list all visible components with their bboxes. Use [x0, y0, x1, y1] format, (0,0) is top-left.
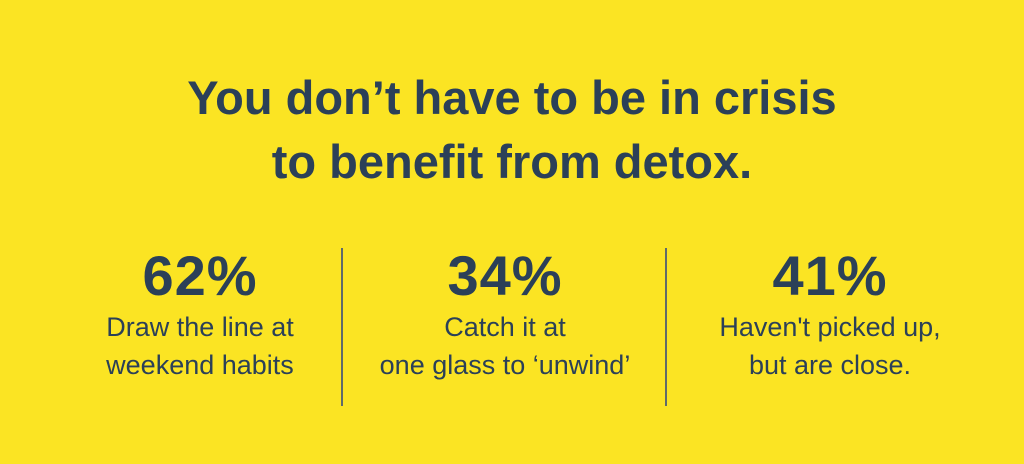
stat-label: Draw the line at: [106, 312, 294, 342]
stat-value: 34%: [447, 244, 563, 307]
stat-value: 41%: [772, 244, 888, 307]
title-line: to benefit from detox.: [271, 135, 753, 188]
stat: 34% Catch it at one glass to ‘unwind’: [345, 244, 665, 384]
stat-label: Haven't picked up,: [719, 312, 941, 342]
divider: [665, 248, 667, 406]
stat-label: Catch it at: [444, 312, 566, 342]
stat: 62% Draw the line at weekend habits: [40, 244, 360, 384]
stat-value: 62%: [142, 244, 258, 307]
title-line: You don’t have to be in crisis: [187, 71, 837, 124]
stat-label: one glass to ‘unwind’: [379, 350, 631, 380]
stat-label: weekend habits: [106, 350, 294, 380]
stat-label: but are close.: [748, 350, 912, 380]
divider: [341, 248, 343, 406]
stat: 41% Haven't picked up, but are close.: [670, 244, 990, 384]
